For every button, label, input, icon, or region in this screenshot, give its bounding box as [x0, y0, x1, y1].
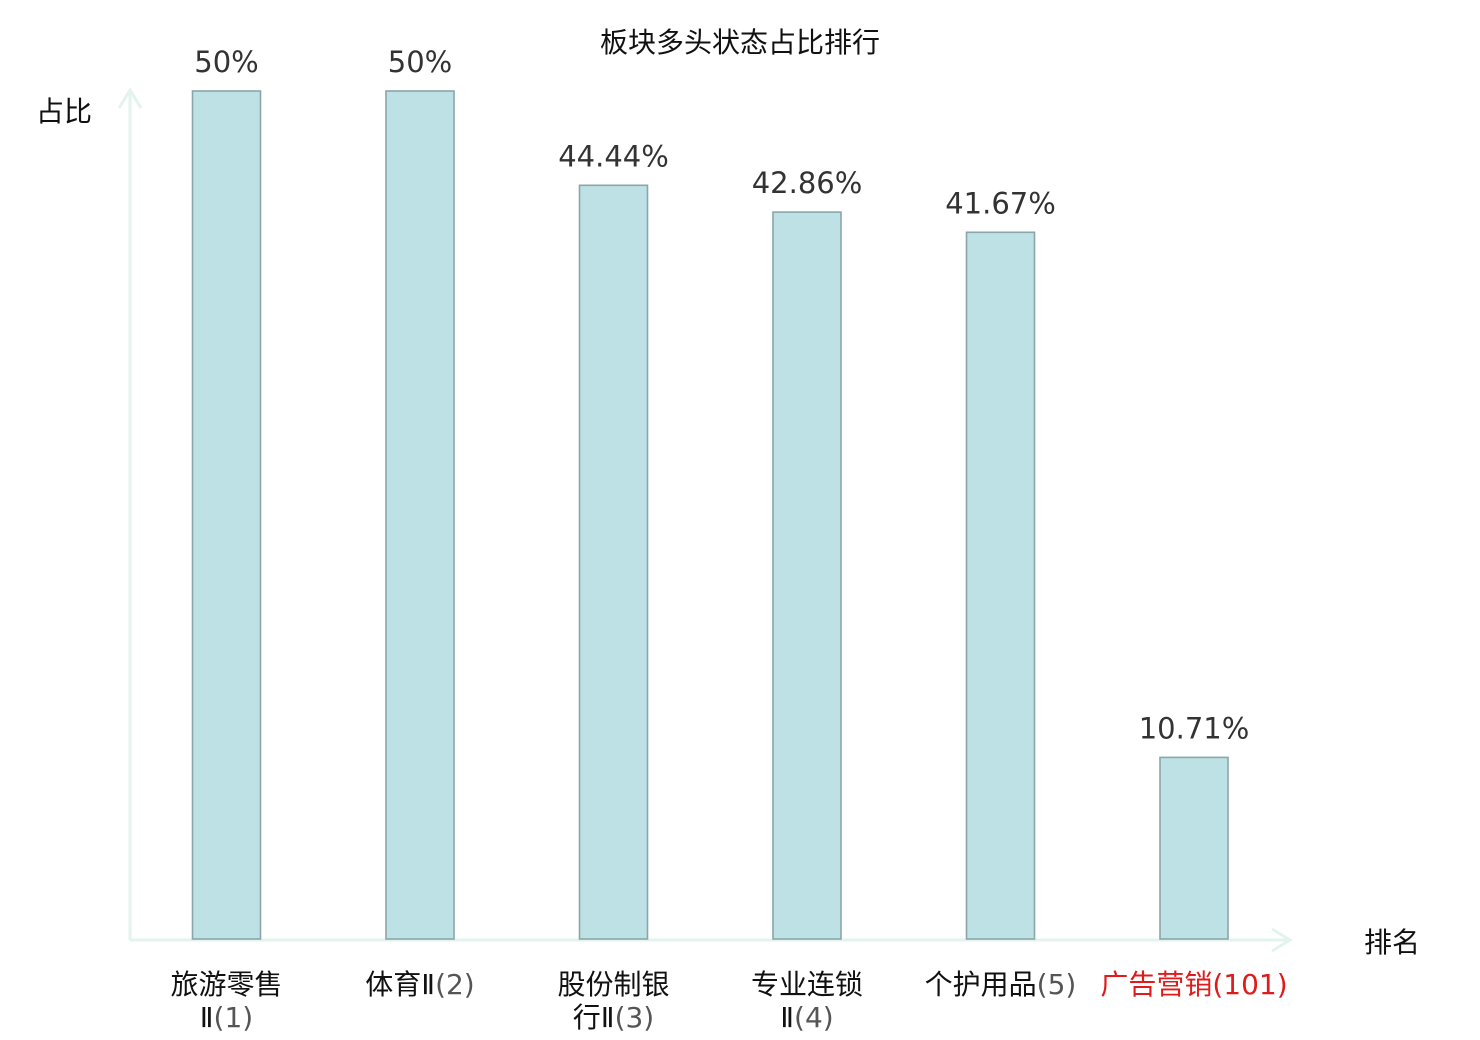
value-label-5: 41.67% [945, 186, 1056, 220]
category-label-3: 股份制银行Ⅱ(3) [557, 968, 669, 1034]
x-axis [130, 927, 1293, 953]
category-label-4: 专业连锁 Ⅱ(4) [751, 968, 863, 1034]
category-label-5: 个护用品(5) [925, 968, 1077, 1001]
bar-1 [191, 90, 262, 940]
bar-2 [385, 90, 455, 940]
y-axis [117, 87, 143, 940]
bar-6 [1159, 756, 1229, 940]
category-label-2: 体育Ⅱ(2) [365, 968, 474, 1001]
value-labels-group: 50% 50% 44.44% 42.86% 41.67% 10.71% [194, 45, 1249, 745]
category-label-6: 广告营销(101) [1100, 968, 1287, 1001]
y-axis-label: 占比 [36, 95, 92, 128]
category-label-1: 旅游零售 Ⅱ(1) [170, 968, 282, 1034]
value-label-4: 42.86% [752, 166, 863, 200]
value-label-1: 50% [194, 45, 258, 79]
value-label-3: 44.44% [558, 139, 669, 173]
bar-5 [965, 231, 1036, 940]
chart-title: 板块多头状态占比排行 [600, 26, 880, 59]
x-axis-label: 排名 [1364, 926, 1420, 959]
bar-3 [578, 184, 649, 940]
value-label-2: 50% [388, 45, 452, 79]
category-labels-group: 旅游零售 Ⅱ(1) 体育Ⅱ(2) 股份制银行Ⅱ(3) 专业连锁 Ⅱ(4) 个护用品(5) 广告… [170, 968, 1287, 1034]
bars-group [191, 90, 1229, 940]
value-label-6: 10.71% [1139, 711, 1250, 745]
bar-4 [772, 211, 842, 940]
